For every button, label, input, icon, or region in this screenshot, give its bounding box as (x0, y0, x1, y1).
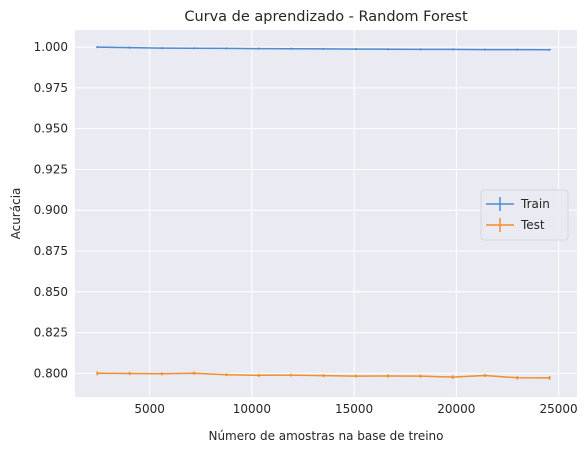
x-tick-label: 10000 (233, 402, 271, 416)
test-marker (386, 374, 390, 378)
test-point (419, 374, 422, 378)
test-marker (96, 372, 99, 375)
test-point (483, 373, 487, 378)
test-point (548, 375, 551, 380)
legend-item-train: Train (486, 197, 550, 211)
test-point (225, 373, 228, 377)
test-marker (322, 374, 325, 377)
test-marker (419, 375, 422, 378)
test-point (354, 374, 357, 378)
x-tick-label: 5000 (134, 402, 165, 416)
train-point (419, 48, 422, 51)
y-tick-label: 0.800 (34, 366, 68, 380)
test-point (193, 371, 196, 375)
train-marker (193, 47, 196, 50)
test-marker (354, 375, 357, 378)
train-marker (225, 47, 228, 50)
train-point (451, 48, 454, 51)
train-point (193, 47, 196, 50)
train-point (225, 47, 228, 50)
x-axis-ticks: 5000 10000 15000 20000 25000 (134, 402, 577, 416)
y-tick-label: 0.950 (34, 122, 68, 136)
x-axis-label: Número de amostras na base de treino (208, 429, 443, 443)
train-point (354, 47, 357, 51)
series-group (96, 46, 551, 380)
test-marker (290, 374, 293, 377)
legend: Train Test (480, 189, 569, 241)
chart-title: Curva de aprendizado - Random Forest (184, 9, 468, 25)
x-tick-label: 15000 (335, 402, 373, 416)
test-point (160, 372, 164, 376)
train-point (290, 47, 293, 50)
x-tick-label: 25000 (540, 402, 578, 416)
train-marker (257, 47, 260, 50)
legend-label-test: Test (520, 218, 545, 232)
y-tick-label: 1.000 (34, 40, 68, 54)
train-point (516, 48, 519, 51)
train-marker (516, 48, 519, 51)
test-marker (257, 374, 260, 377)
train-point (386, 48, 390, 51)
y-tick-label: 0.850 (34, 285, 68, 299)
train-marker (290, 47, 293, 50)
y-tick-label: 0.825 (34, 326, 68, 340)
test-point (290, 373, 293, 377)
test-point (516, 375, 519, 380)
test-marker (516, 376, 519, 379)
train-point (257, 47, 260, 50)
train-marker (322, 47, 325, 51)
train-point (128, 46, 131, 49)
train-point (160, 47, 164, 50)
train-marker (160, 47, 164, 50)
test-marker (193, 372, 196, 375)
train-point (548, 48, 551, 51)
y-tick-label: 0.900 (34, 203, 68, 217)
test-marker (548, 376, 551, 380)
test-marker (451, 376, 454, 379)
train-marker (548, 48, 551, 51)
train-marker (386, 48, 390, 51)
legend-item-test: Test (486, 218, 545, 232)
train-point (483, 48, 487, 51)
train-point (96, 46, 99, 49)
y-tick-label: 0.975 (34, 81, 68, 95)
test-point (96, 371, 99, 376)
train-marker (96, 46, 99, 49)
test-marker (160, 372, 164, 375)
y-axis-label: Acurácia (9, 188, 23, 240)
test-point (128, 371, 131, 376)
test-point (386, 374, 390, 378)
y-axis-ticks: 0.800 0.825 0.850 0.875 0.900 0.925 0.950 0.975… (34, 40, 68, 380)
test-point (322, 374, 325, 378)
test-point (257, 373, 260, 377)
test-marker (483, 374, 487, 377)
train-marker (354, 47, 357, 51)
y-tick-label: 0.875 (34, 244, 68, 258)
test-marker (128, 372, 131, 375)
train-marker (128, 46, 131, 49)
legend-label-train: Train (520, 197, 550, 211)
train-marker (483, 48, 487, 51)
y-tick-label: 0.925 (34, 162, 68, 176)
test-marker (225, 373, 228, 376)
train-marker (419, 48, 422, 51)
legend-frame (480, 189, 569, 241)
x-tick-label: 20000 (437, 402, 475, 416)
train-marker (451, 48, 454, 51)
test-point (451, 375, 454, 379)
train-point (322, 47, 325, 51)
